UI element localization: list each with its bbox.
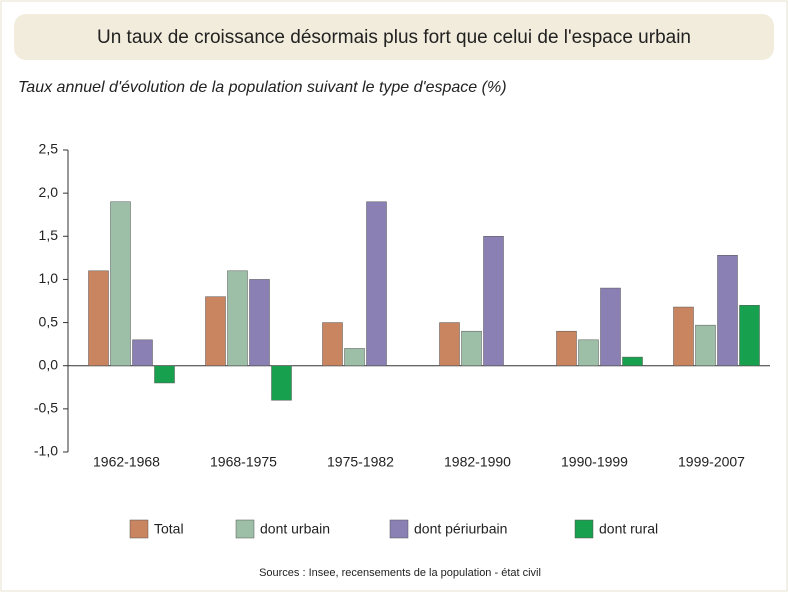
source: Sources : Insee, recensements de la popu… [259, 567, 541, 579]
x-tick-label: 1975-1982 [327, 454, 394, 470]
bar [344, 348, 365, 366]
bar [461, 330, 482, 366]
bar [88, 270, 109, 366]
legend-label: dont rural [599, 521, 658, 537]
bar [622, 356, 643, 366]
legend-swatch [389, 519, 409, 539]
bar [556, 330, 577, 366]
bar [154, 365, 175, 384]
y-tick-label: 2,5 [39, 141, 59, 157]
bar [578, 339, 599, 366]
bar [205, 296, 226, 366]
bar [132, 339, 153, 366]
bar [673, 306, 694, 366]
y-tick-label: 0,0 [39, 356, 59, 372]
legend-swatch [235, 519, 255, 539]
bar [249, 279, 270, 366]
y-tick-label: 1,5 [39, 227, 59, 243]
chart-title: Un taux de croissance désormais plus for… [97, 27, 691, 48]
bar [717, 255, 738, 366]
legend-label: dont urbain [260, 521, 330, 537]
bar [110, 201, 131, 366]
x-tick-label: 1982-1990 [444, 454, 511, 470]
title-banner [14, 14, 774, 60]
x-tick-label: 1999-2007 [678, 454, 745, 470]
bar [739, 305, 760, 366]
x-tick-label: 1962-1968 [93, 454, 160, 470]
bar [322, 322, 343, 366]
y-tick-label: -1,0 [34, 443, 58, 459]
y-tick-label: 1,0 [39, 270, 59, 286]
y-tick-label: -0,5 [34, 400, 58, 416]
bar [271, 365, 292, 401]
y-tick-label: 2,0 [39, 184, 59, 200]
bar [439, 322, 460, 366]
subtitle: Taux annuel d'évolution de la population… [18, 79, 507, 96]
x-tick-label: 1968-1975 [210, 454, 277, 470]
x-tick-label: 1990-1999 [561, 454, 628, 470]
bar [600, 287, 621, 366]
bar [227, 270, 248, 366]
bar [483, 236, 504, 366]
bar [695, 324, 716, 366]
legend-label: dont périurbain [414, 521, 507, 537]
legend-label: Total [154, 521, 184, 537]
y-tick-label: 0,5 [39, 313, 59, 329]
bar [366, 201, 387, 366]
legend-swatch [129, 519, 149, 539]
legend-swatch [574, 519, 594, 539]
